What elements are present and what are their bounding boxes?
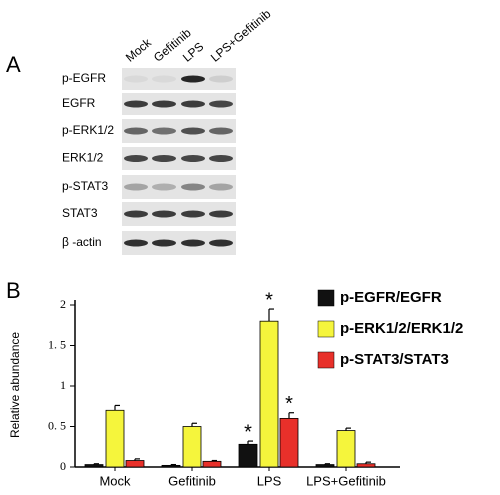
blot-band bbox=[124, 183, 148, 191]
significance-marker: * bbox=[244, 421, 252, 443]
blot-band bbox=[152, 183, 176, 191]
bar bbox=[84, 464, 104, 468]
bar bbox=[105, 409, 125, 468]
bar bbox=[182, 426, 202, 468]
row-label: ERK1/2 bbox=[62, 151, 104, 165]
blot-strip bbox=[122, 175, 236, 199]
row-label: p-EGFR bbox=[62, 71, 106, 85]
x-tick-label: Mock bbox=[99, 473, 131, 488]
blot-band bbox=[209, 183, 233, 191]
bar-chart: 0 0. 5 1 1. 5 2 Mock Gefitinib LPS * * * LPS+Gefiti… bbox=[48, 289, 463, 488]
blot-band bbox=[181, 155, 205, 162]
blot-band bbox=[181, 183, 205, 191]
blot-band bbox=[152, 100, 176, 108]
legend-swatch bbox=[317, 351, 335, 369]
blot-band bbox=[209, 75, 233, 83]
bar bbox=[279, 417, 299, 468]
y-tick-label: 0. 5 bbox=[48, 418, 66, 432]
bar bbox=[161, 464, 181, 468]
row-label: STAT3 bbox=[62, 206, 98, 220]
bar bbox=[315, 464, 335, 468]
row-label: p-STAT3 bbox=[62, 179, 109, 193]
blot-band bbox=[124, 100, 148, 108]
blot-band bbox=[209, 100, 233, 108]
blot-band bbox=[181, 239, 205, 247]
blot-band bbox=[152, 127, 176, 135]
y-axis-label: Relative abundance bbox=[8, 332, 22, 438]
panel-label: A bbox=[6, 52, 21, 77]
blot-band bbox=[124, 127, 148, 135]
blot-band bbox=[124, 239, 148, 247]
x-tick-label: Gefitinib bbox=[168, 473, 216, 488]
blot-band bbox=[152, 210, 176, 218]
lane-label: LPS+Gefitinib bbox=[208, 6, 274, 64]
bar bbox=[356, 463, 376, 468]
legend-label: p-ERK1/2/ERK1/2 bbox=[340, 320, 463, 337]
x-tick-label: LPS bbox=[257, 473, 282, 488]
blot-band bbox=[209, 210, 233, 218]
lane-label: Mock bbox=[123, 35, 155, 65]
blot-band bbox=[181, 100, 205, 108]
panel-label: B bbox=[6, 278, 21, 303]
legend-label: p-EGFR/EGFR bbox=[340, 289, 442, 306]
blot-strip bbox=[122, 68, 236, 90]
blot-band bbox=[152, 75, 176, 83]
blot-band bbox=[181, 127, 205, 135]
legend-swatch bbox=[317, 320, 335, 338]
significance-marker: * bbox=[285, 393, 293, 415]
blot-strip bbox=[122, 93, 236, 115]
blot-band bbox=[124, 75, 148, 83]
bar bbox=[238, 443, 258, 468]
significance-marker: * bbox=[265, 289, 273, 311]
blot-band bbox=[124, 210, 148, 218]
y-tick-label: 0 bbox=[60, 459, 66, 473]
y-tick-label: 1 bbox=[60, 378, 66, 392]
row-label: p-ERK1/2 bbox=[62, 123, 114, 137]
blot-band bbox=[152, 239, 176, 247]
y-tick-label: 2 bbox=[60, 297, 66, 311]
blot-band bbox=[152, 155, 176, 162]
x-tick-label: LPS+Gefitinib bbox=[306, 473, 386, 488]
bar bbox=[125, 460, 145, 468]
blot-band bbox=[209, 127, 233, 135]
blot-band bbox=[181, 75, 205, 83]
blot-band bbox=[181, 210, 205, 218]
legend-label: p-STAT3/STAT3 bbox=[340, 351, 449, 368]
blot-band bbox=[124, 155, 148, 162]
row-label: EGFR bbox=[62, 96, 96, 110]
bar bbox=[259, 320, 279, 468]
bar bbox=[202, 460, 222, 468]
legend-swatch bbox=[317, 289, 335, 307]
row-label: β -actin bbox=[62, 235, 102, 249]
blot-band bbox=[209, 155, 233, 162]
y-tick-label: 1. 5 bbox=[48, 337, 66, 351]
blot-band bbox=[209, 239, 233, 247]
blot-strip bbox=[122, 147, 236, 170]
bar bbox=[336, 430, 356, 468]
